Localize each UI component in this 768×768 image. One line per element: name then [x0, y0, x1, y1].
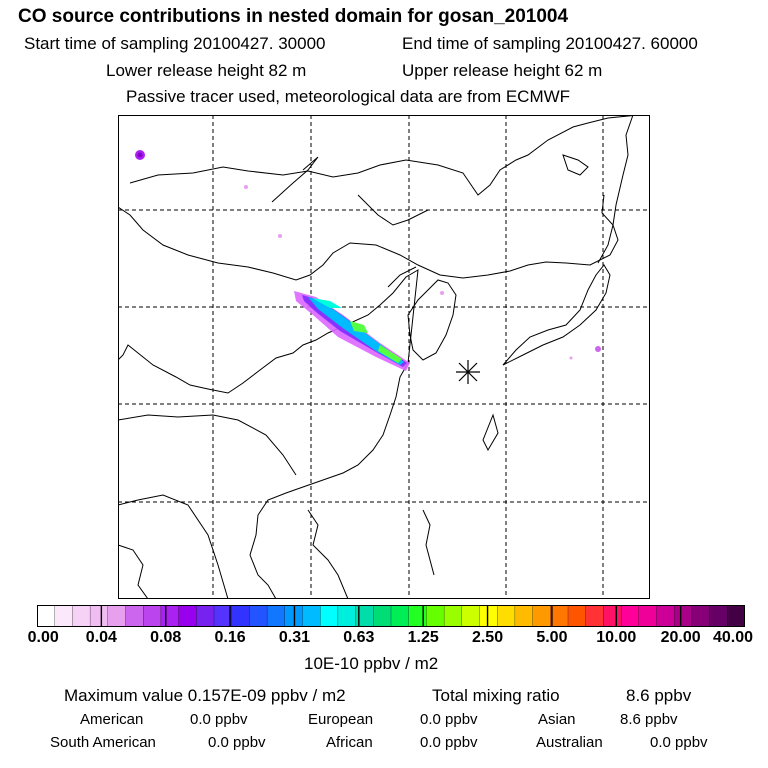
colorbar-cell	[709, 605, 729, 627]
colorbar-cell	[143, 605, 162, 627]
region-name: Australian	[536, 734, 603, 751]
colorbar-cell	[426, 605, 445, 627]
plume-spot	[569, 356, 573, 360]
colorbar-cell	[550, 605, 569, 627]
colorbar-cell	[54, 605, 74, 627]
upper-release-height-label: Upper release height 62 m	[402, 61, 603, 80]
coastline	[118, 414, 297, 476]
colorbar-cell	[585, 605, 605, 627]
colorbar-tick-label: 5.00	[536, 629, 568, 646]
region-value: 0.0 ppbv	[650, 734, 708, 751]
colorbar-tick-label: 10.00	[596, 629, 637, 646]
region-name: Asian	[538, 711, 576, 728]
coastline	[118, 494, 229, 599]
colorbar-cell	[249, 605, 268, 627]
plume-spot	[244, 185, 248, 189]
colorbar-cell	[89, 605, 109, 627]
colorbar-tick-label: 20.00	[660, 629, 701, 646]
plume-spot	[440, 291, 444, 295]
colorbar-cell	[390, 605, 410, 627]
colorbar-cell	[620, 605, 640, 627]
region-name: European	[308, 711, 374, 728]
colorbar-cell	[337, 605, 357, 627]
total-mixing-ratio-value: 8.6 ppbv	[626, 686, 692, 705]
region-name: South American	[50, 734, 156, 751]
coastline	[307, 509, 349, 599]
region-name: American	[80, 711, 144, 728]
colorbar-tick-label: 0.63	[343, 629, 375, 646]
coastline	[422, 509, 435, 576]
receptor-asterisk-marker	[456, 360, 480, 384]
coastline	[597, 115, 634, 264]
colorbar-cell	[532, 605, 552, 627]
coastline	[387, 266, 417, 288]
colorbar-cell	[160, 605, 180, 627]
colorbar-cell	[727, 605, 745, 627]
colorbar-tick-label: 0.16	[214, 629, 246, 646]
region-value: 0.0 ppbv	[190, 711, 248, 728]
tracer-note: Passive tracer used, meteorological data…	[126, 87, 571, 106]
map-frame	[118, 115, 650, 599]
colorbar-cell	[603, 605, 622, 627]
colorbar-tick-label: 40.00	[712, 629, 754, 646]
colorbar-cell	[461, 605, 481, 627]
colorbar	[37, 605, 745, 627]
plume-spot	[137, 152, 143, 158]
colorbar-cell	[37, 605, 56, 627]
colorbar-cell	[656, 605, 675, 627]
lower-release-height-label: Lower release height 82 m	[106, 61, 307, 80]
coastline	[129, 115, 639, 196]
region-value: 0.0 ppbv	[420, 734, 478, 751]
colorbar-cell	[266, 605, 286, 627]
colorbar-cell	[674, 605, 693, 627]
coastline	[482, 413, 499, 452]
colorbar-cell	[320, 605, 339, 627]
map-title: CO source contributions in nested domain…	[18, 6, 569, 27]
colorbar-tick-label: 0.31	[278, 629, 311, 646]
end-time-label: End time of sampling 20100427. 60000	[402, 34, 698, 53]
colorbar-cell	[302, 605, 321, 627]
colorbar-unit-label: 10E-10 ppbv / m2	[304, 654, 439, 673]
region-name: African	[326, 734, 373, 751]
grid-lines	[118, 115, 650, 599]
colorbar-cell	[373, 605, 392, 627]
coastline	[357, 194, 429, 226]
colorbar-tick-label: 0.00	[27, 629, 59, 646]
region-value: 0.0 ppbv	[208, 734, 266, 751]
map-panel	[118, 115, 650, 599]
colorbar-cell	[231, 605, 251, 627]
colorbar-tick-label: 2.50	[471, 629, 504, 646]
coastline	[118, 544, 149, 599]
coastline	[271, 156, 319, 203]
colorbar-cell	[107, 605, 127, 627]
total-mixing-ratio-label: Total mixing ratio	[432, 686, 560, 705]
region-value: 0.0 ppbv	[420, 711, 478, 728]
plume-spot	[278, 234, 282, 238]
plume-spot	[595, 346, 601, 352]
colorbar-cell	[479, 605, 498, 627]
colorbar-cell	[497, 605, 516, 627]
colorbar-tick-label: 0.08	[150, 629, 182, 646]
colorbar-cell	[443, 605, 463, 627]
colorbar-cell	[72, 605, 91, 627]
colorbar-cell	[125, 605, 144, 627]
colorbar-cell	[514, 605, 534, 627]
coastline	[118, 269, 419, 599]
colorbar-tick-label: 1.25	[407, 629, 439, 646]
colorbar-cell	[567, 605, 587, 627]
colorbar-cell	[408, 605, 428, 627]
colorbar-cell	[691, 605, 711, 627]
coastline	[502, 264, 611, 366]
colorbar-tick-label: 0.04	[85, 629, 117, 646]
colorbar-cell	[196, 605, 215, 627]
coastline	[407, 279, 457, 361]
co-plume	[294, 291, 410, 371]
start-time-label: Start time of sampling 20100427. 30000	[24, 34, 326, 53]
colorbar-cell	[178, 605, 198, 627]
colorbar-cell	[638, 605, 658, 627]
coastline	[562, 154, 589, 176]
region-value: 8.6 ppbv	[620, 711, 678, 728]
coastline	[118, 194, 619, 281]
maximum-value-label: Maximum value 0.157E-09 ppbv / m2	[64, 686, 346, 705]
